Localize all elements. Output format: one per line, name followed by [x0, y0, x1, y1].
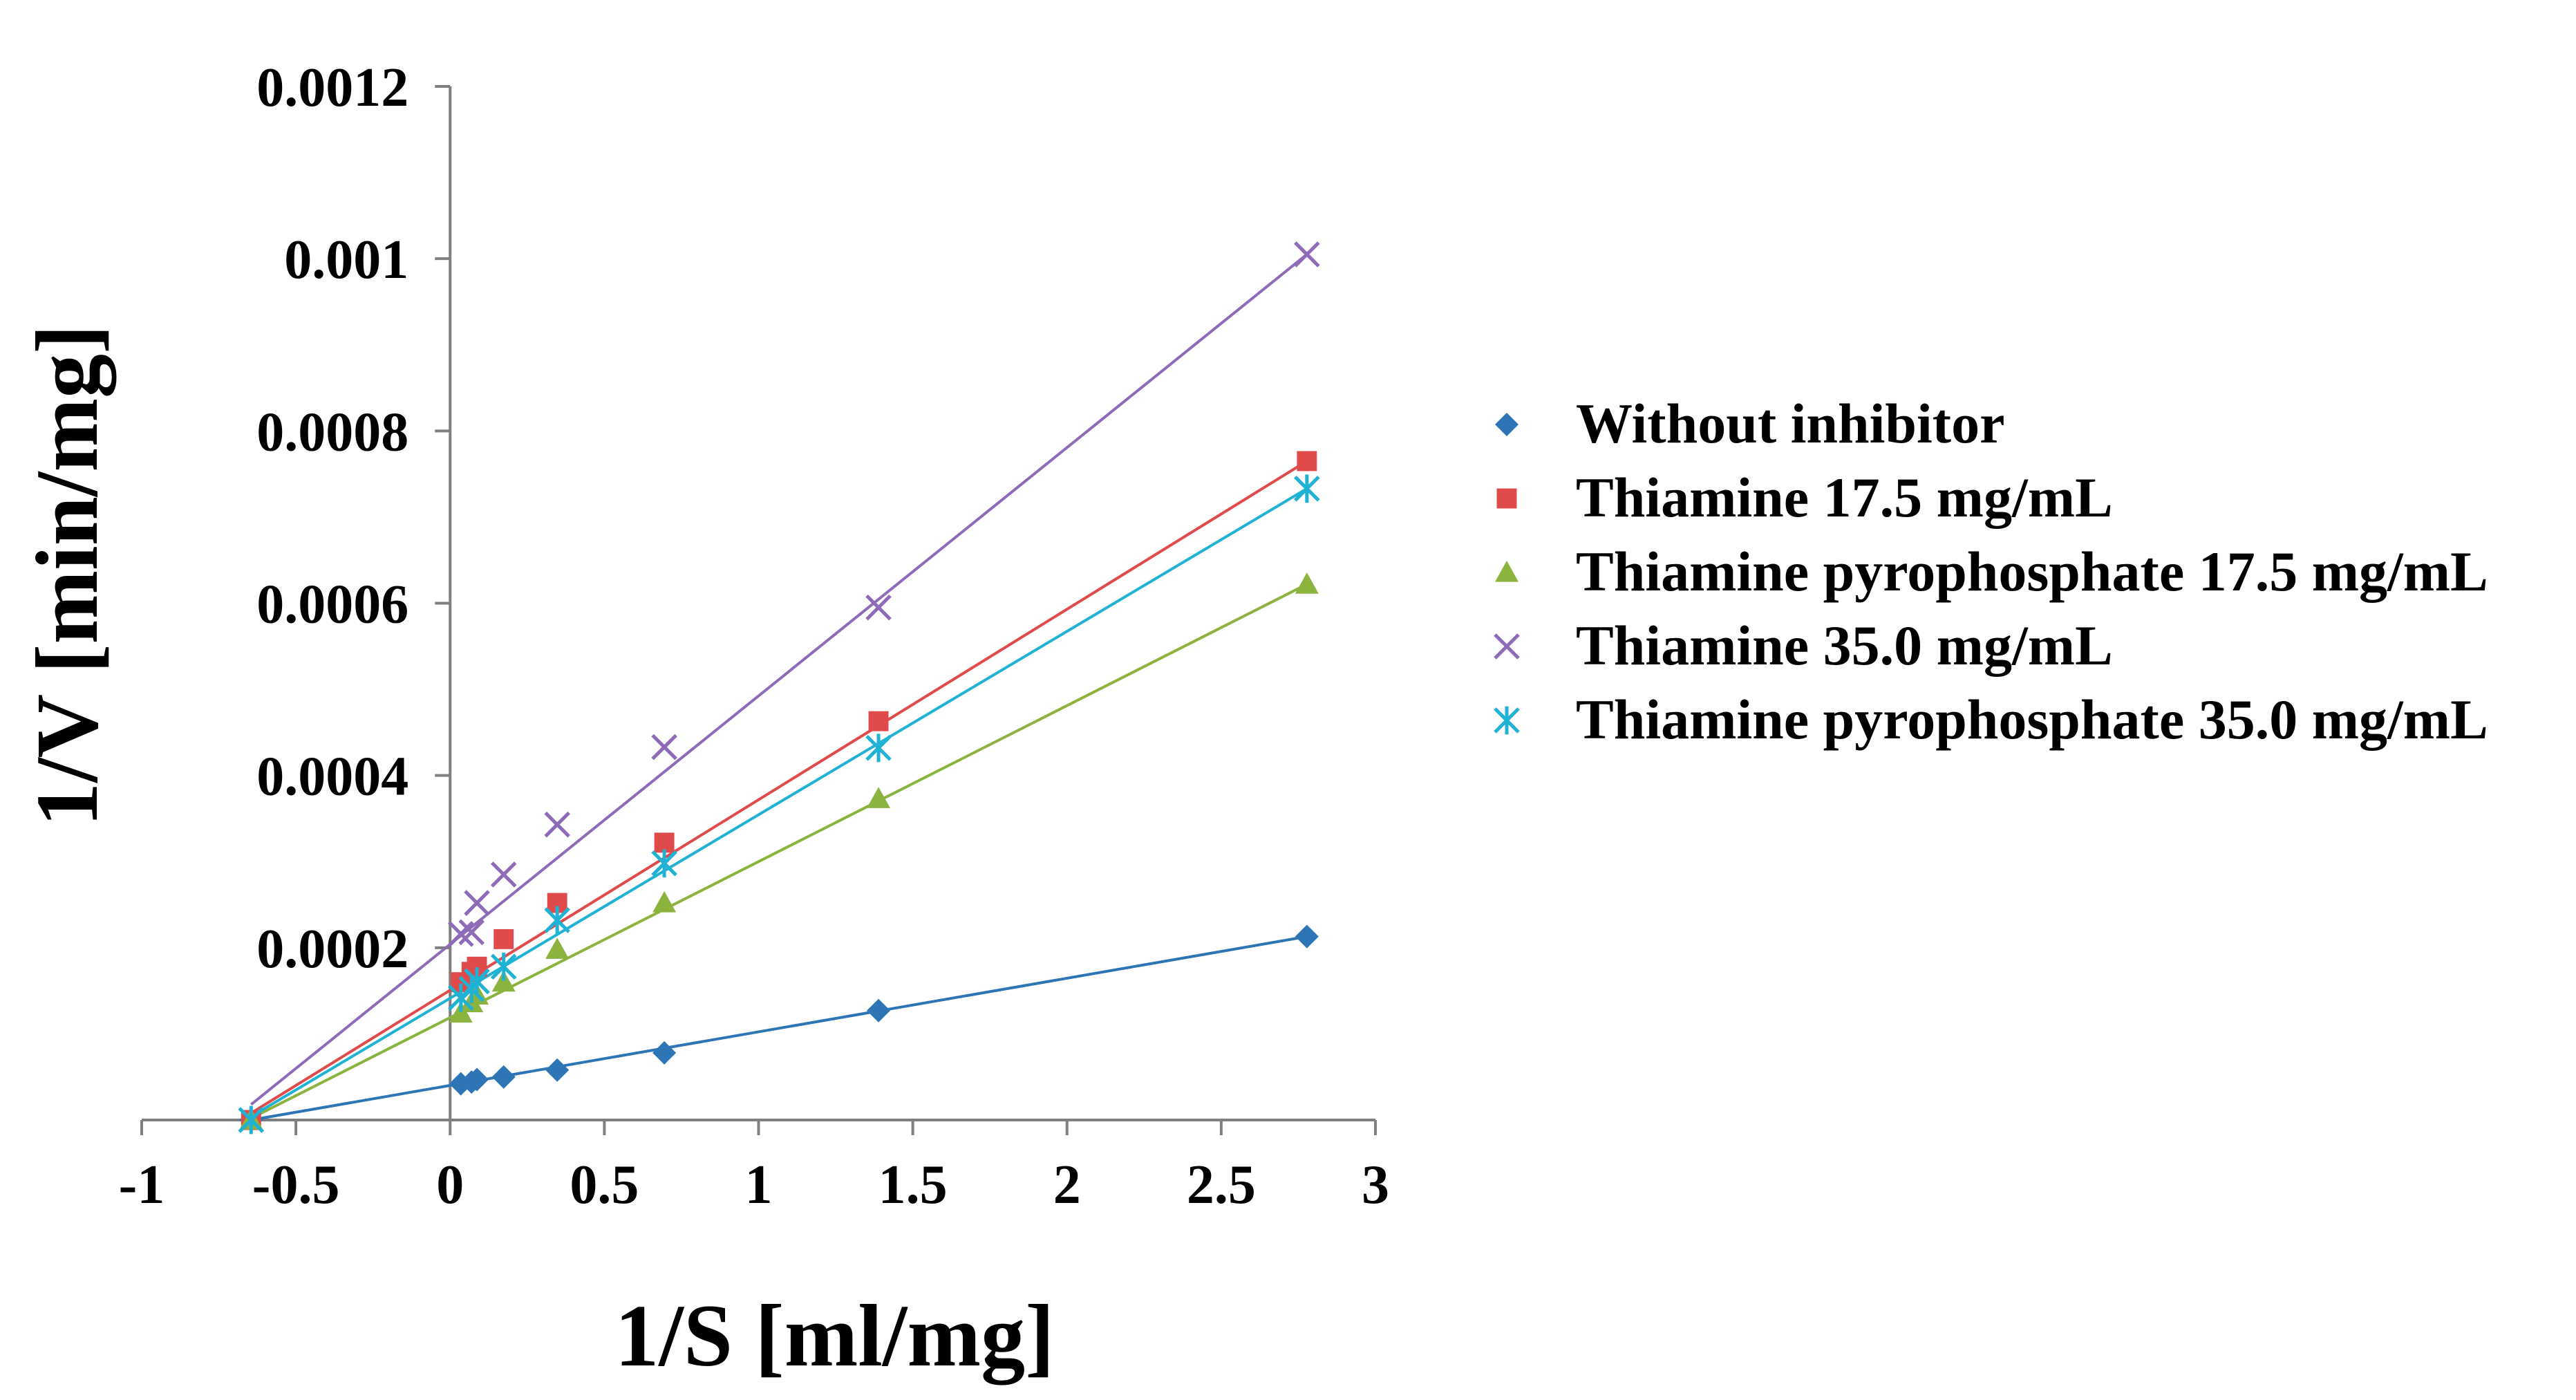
data-point [464, 967, 490, 996]
fit-line-series-3 [250, 583, 1308, 1120]
data-point [490, 861, 517, 888]
y-axis-ticks: 0.0002 0.0004 0.0006 0.0008 0.001 0.0012 [256, 57, 451, 980]
x-tick-label: 1.5 [878, 1155, 948, 1215]
fit-line-series-1 [250, 935, 1308, 1121]
x-tick-label: 2 [1053, 1155, 1081, 1215]
data-point [545, 1058, 570, 1082]
data-point [1295, 924, 1319, 949]
data-point [458, 919, 485, 946]
legend-label-series-5: Thiamine pyrophosphate 35.0 mg/mL [1576, 688, 2488, 751]
fit-line-series-2 [250, 460, 1308, 1114]
y-tick-label: 0.0006 [256, 575, 408, 635]
data-point [1294, 474, 1320, 503]
x-tick-label: 0.5 [570, 1155, 639, 1215]
series-5-points [238, 474, 1320, 1135]
data-point [865, 594, 892, 621]
legend-marker-series-1 [1495, 413, 1519, 436]
fit-line-series-5 [250, 487, 1308, 1118]
data-point [465, 1067, 489, 1092]
y-axis-title: 1/V [min/mg] [18, 324, 116, 827]
y-tick-label: 0.0012 [256, 57, 408, 118]
axes: -1 -0.5 0 0.5 1 1.5 2 2.5 3 0.00020.00040.00060.… [119, 57, 1389, 1215]
y-tick-label: 0.0002 [256, 919, 408, 980]
data-point [490, 952, 517, 981]
data-point [544, 811, 570, 838]
x-tick-label: -1 [119, 1155, 165, 1215]
x-axis-title: 1/S [ml/mg] [614, 1287, 1054, 1385]
data-point [868, 711, 889, 731]
legend-label-series-1: Without inhibitor [1576, 392, 2005, 455]
data-point [651, 849, 677, 878]
legend-marker-series-5 [1494, 706, 1520, 735]
data-point [1294, 241, 1320, 268]
y-tick-label: 0.0008 [256, 402, 408, 463]
legend-marker-series-4 [1494, 633, 1520, 660]
data-point [448, 921, 474, 947]
data-point [491, 970, 516, 992]
data-point [651, 734, 677, 760]
x-tick-label: -0.5 [252, 1155, 340, 1215]
data-markers [238, 241, 1320, 1135]
data-point [544, 906, 570, 935]
y-tick-label: 0.001 [284, 230, 408, 290]
x-tick-label: 3 [1362, 1155, 1389, 1215]
legend-marker-series-3 [1495, 561, 1519, 582]
legend-label-series-3: Thiamine pyrophosphate 17.5 mg/mL [1576, 540, 2488, 603]
data-point [865, 734, 892, 763]
data-point [1295, 572, 1319, 594]
x-tick-label: 1 [745, 1155, 773, 1215]
legend-label-series-4: Thiamine 35.0 mg/mL [1576, 614, 2113, 677]
fit-line-series-4 [250, 253, 1308, 1106]
data-point [652, 1040, 677, 1065]
y-tick-label: 0.0004 [256, 747, 408, 808]
data-point [652, 891, 677, 913]
data-point [1297, 451, 1317, 472]
data-point [493, 928, 514, 949]
data-point [867, 787, 891, 808]
legend-label-series-2: Thiamine 17.5 mg/mL [1576, 466, 2113, 529]
x-tick-label: 2.5 [1187, 1155, 1256, 1215]
fit-lines [250, 253, 1308, 1121]
x-tick-label: 0 [436, 1155, 464, 1215]
x-axis-ticks: -1 -0.5 0 0.5 1 1.5 2 2.5 3 [119, 1120, 1389, 1215]
data-point [867, 998, 891, 1023]
legend-marker-series-2 [1496, 488, 1517, 509]
legend: Without inhibitor Thiamine 17.5 mg/mL Thia… [1494, 392, 2488, 751]
data-point [491, 1065, 516, 1089]
data-point [545, 937, 570, 959]
data-point [238, 1105, 265, 1135]
data-point [464, 890, 490, 916]
